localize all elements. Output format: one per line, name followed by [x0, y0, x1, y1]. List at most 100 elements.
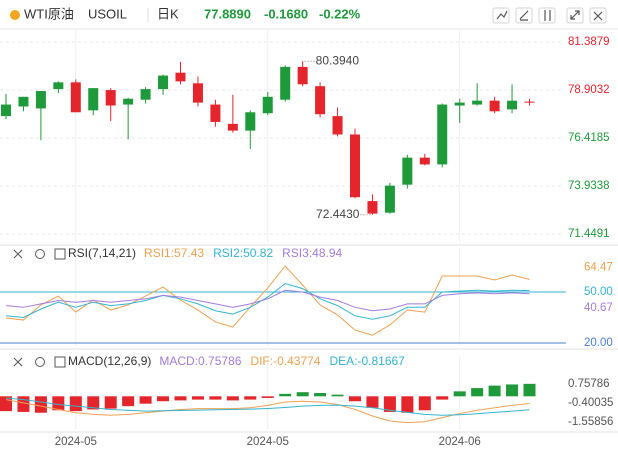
y-tick-label: 0.75786	[568, 378, 610, 390]
candle-body	[280, 66, 291, 100]
rsi-line	[5, 282, 530, 320]
macd-bar	[69, 396, 82, 412]
candle-body	[489, 100, 500, 112]
x-tick-label: 2024-06	[439, 436, 481, 448]
y-tick-label: -0.40035	[568, 397, 613, 409]
macd-bar	[314, 393, 327, 397]
y-tick-label: 73.9338	[568, 180, 610, 192]
close-indicator[interactable]	[13, 249, 23, 259]
macd-bar	[209, 396, 222, 400]
legend-entry: RSI1:57.43	[144, 246, 204, 260]
candle-body	[18, 96, 29, 107]
macd-bar	[401, 396, 414, 413]
macd-bar	[383, 396, 396, 412]
y-tick-label: 78.9032	[568, 84, 610, 96]
candle-body	[350, 134, 360, 198]
macd-bar	[471, 388, 484, 397]
macd-bar	[191, 396, 204, 400]
candle-body	[262, 96, 273, 114]
legend-entry: MACD:0.75786	[159, 354, 241, 368]
y-tick-label: 71.4491	[568, 228, 610, 240]
rsi-line	[5, 265, 530, 336]
instrument-name: WTI原油	[24, 6, 74, 21]
fullscreen-button[interactable]	[566, 7, 584, 24]
candle-body	[192, 83, 203, 103]
legend-entry: DEA:-0.81667	[329, 354, 405, 368]
legend-entry: DIF:-0.43774	[250, 354, 320, 368]
candle-body	[367, 201, 378, 214]
candle-body	[35, 91, 46, 109]
indicator-title: MACD(12,26,9)	[68, 354, 151, 368]
close-button[interactable]	[589, 7, 607, 24]
macd-bar	[488, 385, 501, 397]
instrument-symbol: USOIL	[88, 6, 127, 21]
fullscreen-icon	[570, 10, 580, 20]
macd-bar	[261, 396, 274, 398]
macd-bar	[523, 383, 536, 397]
candle-body	[437, 104, 448, 165]
price-change-pct: -0.22%	[319, 6, 361, 21]
close-indicator[interactable]	[13, 357, 23, 367]
candle-body	[175, 72, 186, 82]
macd-bar	[104, 396, 117, 409]
macd-bar	[34, 396, 47, 413]
macd-bar	[244, 396, 257, 400]
macd-bar	[279, 393, 292, 397]
price-change: -0.1680	[264, 6, 308, 21]
rsi-line	[5, 289, 530, 312]
candle-body	[227, 123, 238, 131]
macd-bar	[296, 392, 309, 397]
macd-bar	[349, 396, 361, 402]
candle-body	[507, 100, 518, 110]
candle-type-button[interactable]	[538, 7, 556, 24]
candle-body	[123, 98, 134, 105]
expand-indicator[interactable]	[54, 248, 66, 260]
macd-bar	[331, 394, 344, 397]
macd-bar	[174, 396, 187, 401]
y-tick-label: 64.47	[584, 261, 613, 273]
draw-icon	[519, 10, 529, 21]
legend-entry: RSI3:48.94	[282, 246, 342, 260]
candle-body	[105, 90, 116, 106]
draw-button[interactable]	[515, 7, 533, 24]
candle-body	[210, 104, 221, 122]
y-tick-label: -1.55856	[568, 416, 613, 428]
candle-body	[158, 75, 169, 90]
macd-bar	[418, 396, 431, 411]
close-icon	[593, 11, 603, 21]
candle-body	[1, 104, 11, 117]
expand-indicator[interactable]	[54, 356, 66, 368]
candle-body	[402, 157, 413, 185]
candle-body	[245, 112, 256, 131]
period-button[interactable]: 日K	[157, 6, 179, 21]
macd-bar	[157, 396, 170, 402]
y-tick-label: 40.67	[584, 302, 613, 314]
y-tick-label: 81.3879	[568, 36, 610, 48]
candle-body	[454, 102, 465, 106]
settings-indicator[interactable]	[35, 357, 45, 367]
macd-line	[5, 399, 530, 424]
macd-bar	[52, 396, 65, 411]
candle-body	[70, 82, 81, 113]
macd-bar	[366, 396, 379, 408]
candle-body	[332, 116, 343, 135]
candle-body	[472, 100, 483, 105]
candle-body	[88, 88, 99, 111]
annotation: 80.3940	[316, 53, 360, 67]
legend-entry: RSI2:50.82	[213, 246, 273, 260]
indicator-button[interactable]	[492, 7, 510, 24]
macd-bar	[436, 396, 449, 400]
macd-bar	[506, 384, 519, 397]
candle-body	[140, 89, 151, 100]
indicator-title: RSI(7,14,21)	[68, 246, 136, 260]
x-tick-label: 2024-05	[247, 436, 289, 448]
settings-indicator[interactable]	[35, 249, 45, 259]
candle-body	[419, 157, 430, 165]
macd-bar	[139, 396, 152, 404]
candle-body	[297, 66, 308, 85]
candle-body	[315, 86, 326, 115]
indicator-icon	[496, 10, 508, 20]
macd-bar	[122, 396, 135, 407]
